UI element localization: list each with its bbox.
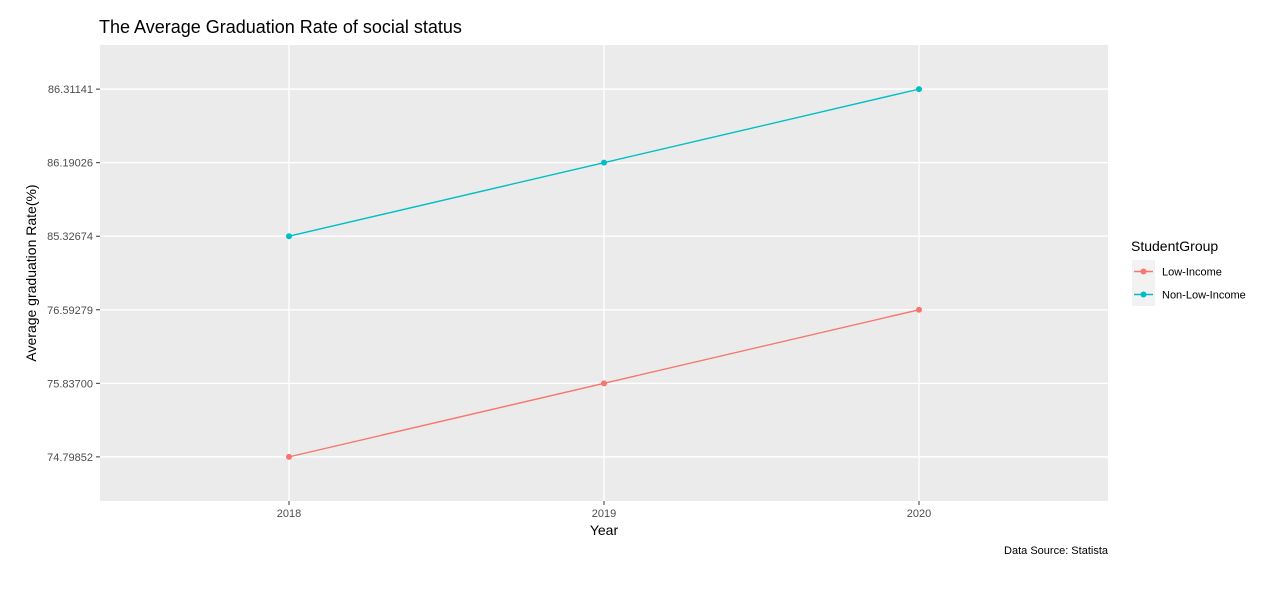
y-axis: 74.79852 75.83700 76.59279 85.32674 86.19026… (47, 84, 100, 464)
data-point (601, 159, 607, 166)
x-axis-title: Year (590, 522, 619, 538)
data-point (916, 306, 922, 313)
x-tick-label: 2019 (592, 508, 616, 520)
legend: Low-Income Non-Low-Income (1132, 260, 1246, 306)
legend-title: StudentGroup (1131, 238, 1218, 254)
gridlines (100, 45, 1108, 501)
x-tick-label: 2020 (907, 508, 931, 520)
legend-label: Non-Low-Income (1162, 290, 1246, 302)
data-source-caption: Data Source: Statista (1004, 545, 1109, 557)
y-axis-title: Average graduation Rate(%) (23, 184, 39, 361)
y-tick-label: 86.19026 (47, 158, 93, 170)
y-tick-label: 86.31141 (48, 84, 93, 96)
y-tick-label: 76.59279 (47, 305, 93, 317)
x-axis: 2018 2019 2020 (277, 501, 931, 520)
x-tick-label: 2018 (277, 508, 301, 520)
data-point (916, 86, 922, 93)
data-point (601, 380, 607, 387)
legend-key-point (1140, 291, 1147, 298)
y-tick-label: 74.79852 (47, 452, 93, 464)
legend-key-point (1140, 268, 1147, 275)
y-tick-label: 75.83700 (47, 378, 93, 390)
series-layer (286, 86, 922, 460)
legend-label: Low-Income (1162, 267, 1222, 279)
y-tick-label: 85.32674 (47, 231, 93, 243)
data-point (286, 233, 292, 240)
chart-title: The Average Graduation Rate of social st… (99, 17, 462, 37)
data-point (286, 453, 292, 460)
